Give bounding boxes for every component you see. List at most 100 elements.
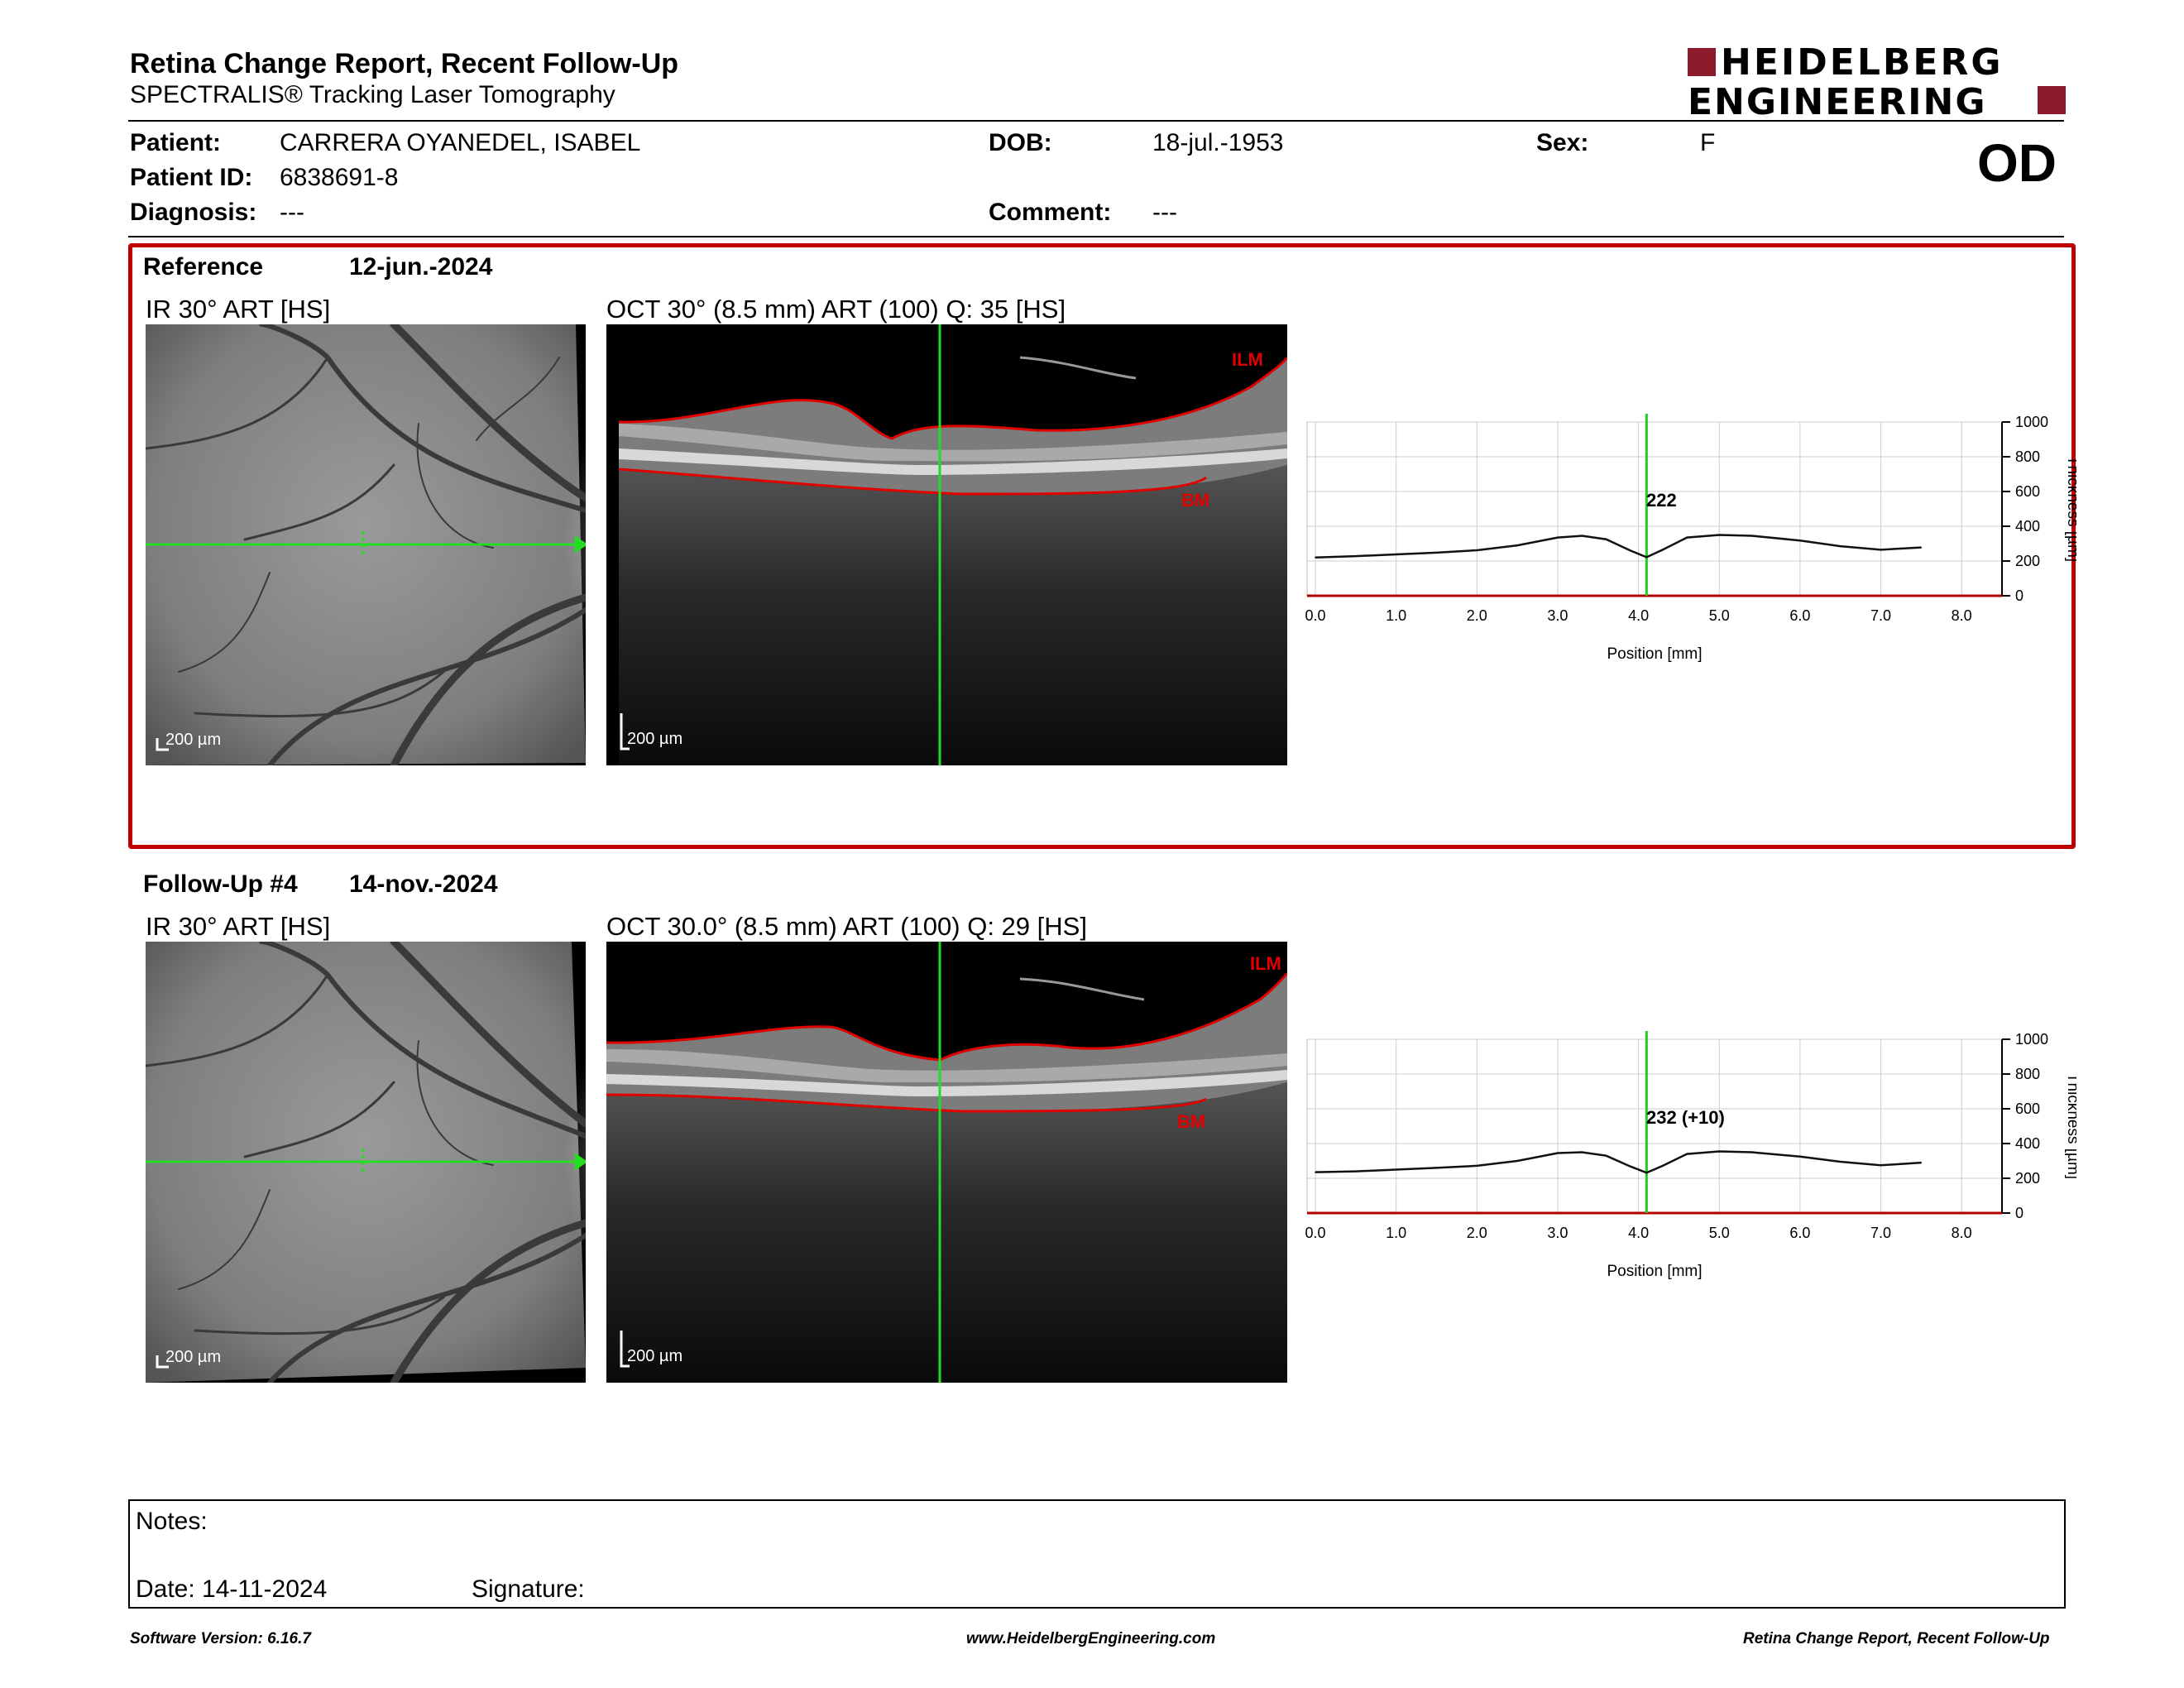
- chart-data-point: [1718, 534, 1721, 536]
- chart-data-point: [1751, 535, 1753, 537]
- footer-website-link[interactable]: www.HeidelbergEngineering.com: [966, 1630, 1216, 1647]
- chart-y-tick-label: 800: [2015, 448, 2040, 465]
- chart-y-axis-label: Thickness [µm]: [2064, 456, 2076, 562]
- chart-data-point: [1645, 1172, 1648, 1174]
- chart-data-point: [1557, 536, 1559, 539]
- chart-x-tick-label: 2.0: [1467, 1225, 1487, 1241]
- followup-label: Follow-Up #4: [143, 870, 298, 898]
- heidelberg-logo: HEIDELBERG ENGINEERING: [1688, 41, 2070, 123]
- chart-data-point: [1686, 536, 1688, 539]
- chart-data-point: [1920, 1162, 1923, 1163]
- reference-oct-scale: 200 µm: [627, 730, 682, 748]
- sex-label: Sex:: [1536, 129, 1589, 156]
- chart-data-point: [1839, 545, 1842, 547]
- reference-ilm-label: ILM: [1232, 349, 1263, 370]
- followup-fundus-svg: 200 µm: [146, 942, 586, 1383]
- chart-x-tick-label: 0.0: [1305, 1225, 1325, 1241]
- dob-value: 18-jul.-1953: [1152, 129, 1284, 156]
- header-rule-bottom: [128, 236, 2064, 237]
- chart-data-point: [1662, 549, 1664, 551]
- header-rule-top: [128, 120, 2064, 122]
- signature-label: Signature:: [472, 1575, 585, 1603]
- diagnosis-label: Diagnosis:: [130, 199, 257, 226]
- chart-x-tick-label: 0.0: [1305, 607, 1325, 624]
- notes-box: [128, 1499, 2066, 1609]
- notes-date: Date: 14-11-2024: [136, 1575, 328, 1603]
- sex-value: F: [1700, 129, 1716, 156]
- chart-x-tick-label: 4.0: [1628, 1225, 1649, 1241]
- followup-thickness-value: 232 (+10): [1646, 1107, 1725, 1128]
- chart-x-tick-label: 6.0: [1789, 607, 1810, 624]
- chart-x-tick-label: 5.0: [1709, 1225, 1730, 1241]
- chart-x-tick-label: 8.0: [1952, 607, 1972, 624]
- followup-date: 14-nov.-2024: [349, 870, 498, 898]
- chart-data-point: [1476, 1165, 1478, 1167]
- chart-y-tick-label: 800: [2015, 1066, 2040, 1082]
- chart-data-point: [1355, 555, 1357, 557]
- followup-oct-scale: 200 µm: [627, 1347, 682, 1365]
- patient-label: Patient:: [130, 129, 222, 156]
- chart-data-point: [1435, 1167, 1438, 1169]
- chart-data-point: [1516, 1160, 1518, 1162]
- followup-chart-svg: 0.0 1.0 2.0 3.0 4.0 5.0 6.0 7.0 8.0 0 200 400 600 800…: [1305, 1031, 2081, 1280]
- patient-id: 6838691-8: [280, 164, 399, 191]
- chart-x-tick-label: 7.0: [1870, 607, 1891, 624]
- footer-report-name: Retina Change Report, Recent Follow-Up: [1743, 1630, 2050, 1647]
- chart-data-point: [1718, 1150, 1721, 1153]
- chart-y-tick-label: 400: [2015, 1135, 2040, 1152]
- eye-indicator: OD: [1977, 133, 2057, 193]
- chart-data-point: [1605, 1154, 1607, 1157]
- footer-software-version: Software Version: 6.16.7: [130, 1630, 311, 1647]
- chart-x-tick-label: 3.0: [1547, 607, 1568, 624]
- followup-bm-label: BM: [1177, 1111, 1205, 1132]
- chart-data-point: [1395, 1168, 1397, 1171]
- reference-chart-svg: 0.0 1.0 2.0 3.0 4.0 5.0 6.0 7.0 8.0 0 200 400 600 800…: [1305, 414, 2081, 663]
- chart-data-point: [1880, 549, 1882, 551]
- reference-oct-image: ILM BM 200 µm: [606, 324, 1287, 765]
- reference-thickness-value: 222: [1646, 490, 1677, 511]
- chart-data-point: [1581, 535, 1583, 537]
- chart-data-point: [1686, 1153, 1688, 1155]
- chart-x-tick-label: 2.0: [1467, 607, 1487, 624]
- reference-thickness-chart: 0.0 1.0 2.0 3.0 4.0 5.0 6.0 7.0 8.0 0 200 400 600 800…: [1299, 407, 2081, 680]
- diagnosis-value: ---: [280, 199, 304, 226]
- dob-label: DOB:: [989, 129, 1052, 156]
- chart-data-point: [1355, 1170, 1357, 1172]
- chart-x-axis-label: Position [mm]: [1607, 1263, 1702, 1280]
- chart-x-tick-label: 1.0: [1386, 1225, 1406, 1241]
- chart-plot-area: [1306, 421, 2003, 597]
- reference-label: Reference: [143, 253, 264, 281]
- chart-x-tick-label: 8.0: [1952, 1225, 1972, 1241]
- chart-data-point: [1315, 1171, 1316, 1173]
- chart-y-tick-label: 200: [2015, 1170, 2040, 1187]
- chart-data-point: [1581, 1151, 1583, 1153]
- followup-oct-svg: ILM BM 200 µm: [606, 942, 1287, 1383]
- report-title: Retina Change Report, Recent Follow-Up: [130, 48, 679, 79]
- chart-data-point: [1516, 544, 1518, 546]
- followup-oct-image: ILM BM 200 µm: [606, 942, 1287, 1383]
- chart-y-tick-label: 1000: [2015, 1031, 2048, 1048]
- followup-oct-title: OCT 30.0° (8.5 mm) ART (100) Q: 29 [HS]: [606, 912, 1087, 941]
- reference-oct-svg: ILM BM 200 µm: [618, 324, 1287, 765]
- chart-data-point: [1799, 539, 1801, 542]
- followup-ir-scale: 200 µm: [165, 1348, 221, 1366]
- chart-x-tick-label: 1.0: [1386, 607, 1406, 624]
- chart-data-point: [1630, 1165, 1631, 1168]
- chart-data-point: [1557, 1152, 1559, 1154]
- chart-y-tick-label: 0: [2015, 1205, 2024, 1221]
- chart-x-tick-label: 4.0: [1628, 607, 1649, 624]
- chart-y-tick-label: 600: [2015, 1101, 2040, 1117]
- chart-data-point: [1751, 1151, 1753, 1153]
- chart-x-tick-label: 6.0: [1789, 1225, 1810, 1241]
- logo-square-bottom: [2038, 86, 2066, 114]
- chart-data-point: [1630, 549, 1631, 552]
- followup-ilm-label: ILM: [1250, 953, 1281, 974]
- logo-line-2: ENGINEERING: [1688, 81, 1987, 123]
- logo-square-top: [1688, 48, 1716, 76]
- reference-oct-title: OCT 30° (8.5 mm) ART (100) Q: 35 [HS]: [606, 295, 1066, 324]
- chart-data-point: [1662, 1165, 1664, 1167]
- chart-x-tick-label: 5.0: [1709, 607, 1730, 624]
- patient-name: CARRERA OYANEDEL, ISABEL: [280, 129, 641, 156]
- chart-data-point: [1839, 1161, 1842, 1163]
- chart-data-point: [1920, 546, 1923, 549]
